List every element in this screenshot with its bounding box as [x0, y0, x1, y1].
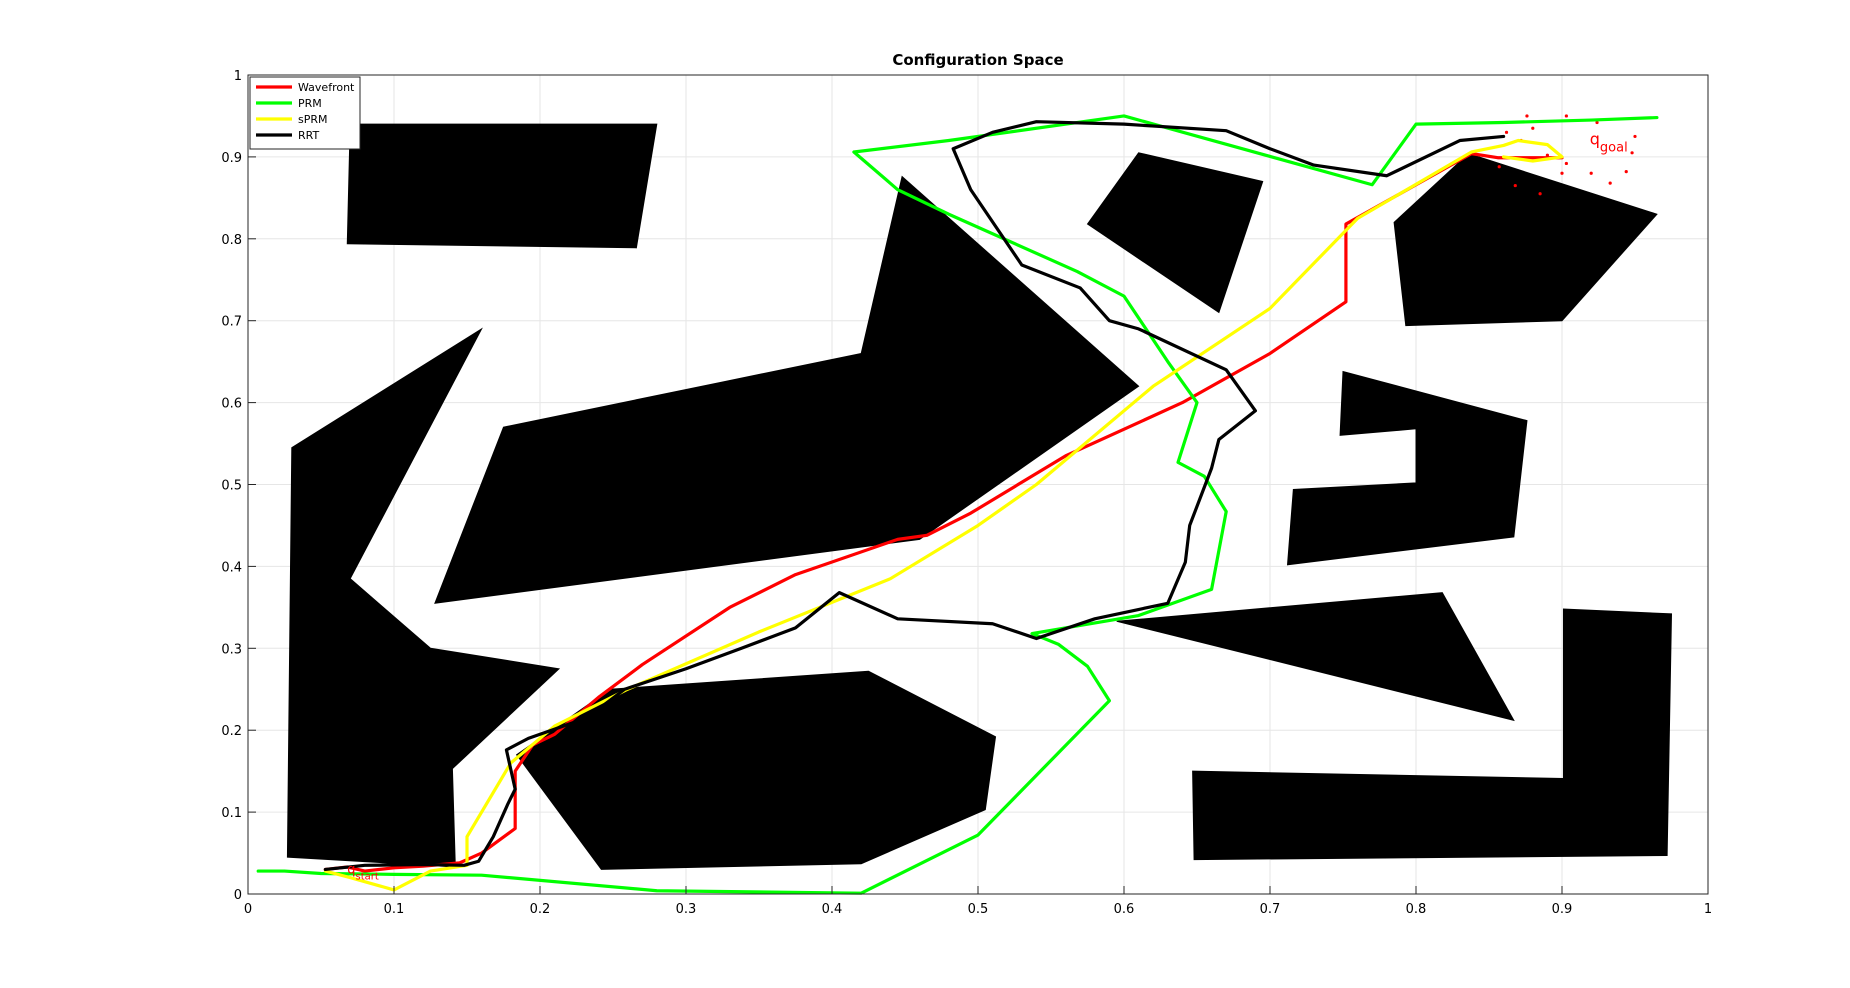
- goal-subscript: goal: [1600, 141, 1628, 156]
- legend-label: RRT: [298, 129, 319, 142]
- y-tick-label: 1: [234, 69, 242, 84]
- goal-sample-point: [1513, 183, 1517, 188]
- obstacle-polygon: [515, 670, 997, 870]
- y-tick-label: 0.4: [221, 560, 242, 575]
- x-tick-label: 0: [244, 902, 252, 917]
- y-tick-label: 0.7: [221, 315, 242, 330]
- goal-sample-point: [1624, 170, 1628, 174]
- goal-sample-point: [1608, 181, 1612, 185]
- obstacle-polygon: [1393, 153, 1658, 327]
- obstacle-polygon: [1086, 152, 1264, 314]
- legend: Wavefront PRM sPRM RRT: [249, 76, 361, 150]
- x-tick-label: 1: [1704, 902, 1712, 917]
- goal-sample-point: [1545, 153, 1549, 157]
- x-tick-label: 0.2: [530, 902, 551, 917]
- y-tick-label: 0.6: [221, 397, 242, 412]
- legend-label: PRM: [298, 97, 322, 110]
- y-tick-label: 0.5: [221, 479, 242, 494]
- series-line-sprm: [323, 138, 1564, 892]
- obstacle-polygon: [1286, 370, 1528, 566]
- goal-sample-point: [1589, 171, 1593, 175]
- y-tick-label: 0.9: [221, 151, 242, 166]
- x-tick-label: 0.9: [1552, 902, 1573, 917]
- axis-ticks: 0 0.1 0.2 0.3 0.4 0.5 0.6 0.7 0.8 0.9 1 0 0.1 0.2 0.3 0…: [221, 69, 1712, 917]
- x-tick-label: 0.8: [1406, 902, 1427, 917]
- chart-title: Configuration Space: [892, 51, 1063, 69]
- legend-label: Wavefront: [298, 81, 355, 94]
- y-tick-label: 0.1: [221, 806, 242, 821]
- goal-sample-point: [1538, 192, 1542, 196]
- goal-sample-point: [1595, 120, 1599, 125]
- x-tick-label: 0.4: [822, 902, 843, 917]
- obstacle-polygon: [346, 123, 658, 249]
- goal-sample-point: [1497, 165, 1501, 169]
- goal-sample-point: [1525, 114, 1529, 118]
- start-annotation: qstart: [347, 863, 379, 883]
- y-tick-label: 0: [234, 888, 242, 903]
- obstacle-polygon: [1116, 592, 1515, 722]
- start-subscript: start: [356, 872, 379, 883]
- y-tick-label: 0.3: [221, 642, 242, 657]
- x-tick-label: 0.7: [1260, 902, 1281, 917]
- obstacle-polygon: [1192, 608, 1673, 861]
- obstacle-polygon: [434, 175, 1140, 604]
- series-line-prm: [256, 114, 1659, 895]
- goal-sample-point: [1564, 114, 1568, 118]
- goal-sample-point: [1531, 126, 1535, 130]
- x-tick-label: 0.1: [384, 902, 405, 917]
- goal-label: q: [1590, 130, 1600, 149]
- legend-box: [249, 76, 361, 150]
- obstacles: [286, 123, 1673, 870]
- x-tick-label: 0.5: [968, 902, 989, 917]
- x-tick-label: 0.3: [676, 902, 697, 917]
- y-tick-label: 0.2: [221, 724, 242, 739]
- x-tick-label: 0.6: [1114, 902, 1135, 917]
- path-series: [256, 114, 1659, 895]
- goal-sample-point: [1560, 171, 1564, 175]
- goal-sample-point: [1633, 134, 1637, 139]
- obstacle-polygon: [286, 327, 561, 868]
- annotations: qstart qgoal: [347, 130, 1627, 883]
- start-label: q: [347, 863, 355, 878]
- series-line-rrt: [323, 120, 1506, 872]
- goal-sample-point: [1630, 151, 1634, 155]
- legend-label: sPRM: [298, 113, 328, 126]
- goal-sample-point: [1564, 161, 1568, 166]
- y-tick-label: 0.8: [221, 233, 242, 248]
- goal-annotation: qgoal: [1590, 130, 1628, 156]
- goal-sample-point: [1504, 130, 1509, 134]
